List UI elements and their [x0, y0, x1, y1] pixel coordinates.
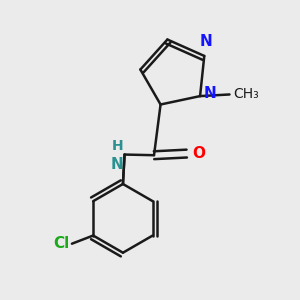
- Text: H: H: [111, 139, 123, 153]
- Text: O: O: [192, 146, 205, 161]
- Text: N: N: [110, 157, 123, 172]
- Text: CH₃: CH₃: [233, 88, 259, 101]
- Text: N: N: [204, 86, 217, 101]
- Text: Cl: Cl: [53, 236, 69, 251]
- Text: N: N: [200, 34, 212, 49]
